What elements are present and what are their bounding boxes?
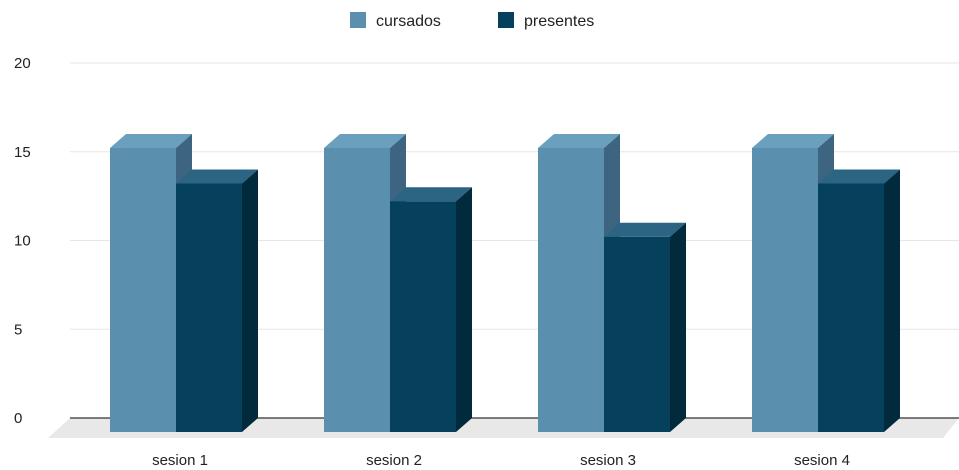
bar-presentes-3 xyxy=(604,222,686,432)
bar-presentes-1 xyxy=(176,169,258,432)
legend-swatch xyxy=(498,12,514,28)
bar-side xyxy=(456,187,472,432)
bar-front xyxy=(390,201,456,432)
legend-swatch xyxy=(350,12,366,28)
legend-item-presentes: presentes xyxy=(498,12,594,30)
bar-side xyxy=(670,222,686,432)
legend-item-cursados: cursados xyxy=(350,12,441,30)
legend: cursados presentes xyxy=(350,12,594,30)
bar-top xyxy=(324,134,406,148)
x-tick-label: sesion 4 xyxy=(794,452,850,469)
y-tick-label: 10 xyxy=(14,233,31,250)
bar-top xyxy=(176,169,258,184)
bar-front xyxy=(604,236,670,432)
y-axis: 0 5 10 15 20 xyxy=(14,55,31,427)
x-axis: sesion 1 sesion 2 sesion 3 sesion 4 xyxy=(152,452,850,469)
bar-side xyxy=(242,169,258,432)
x-tick-label: sesion 1 xyxy=(152,452,208,469)
y-tick-label: 0 xyxy=(14,410,22,427)
bar-front xyxy=(110,148,176,432)
bar-top xyxy=(818,169,900,184)
floor-plane xyxy=(48,418,959,438)
y-tick-label: 20 xyxy=(14,55,31,72)
legend-label: cursados xyxy=(376,13,441,30)
x-tick-label: sesion 2 xyxy=(366,452,422,469)
bar-top xyxy=(110,134,192,148)
legend-label: presentes xyxy=(524,13,594,30)
bar-front xyxy=(176,183,242,432)
bar-front xyxy=(818,183,884,432)
bar-top xyxy=(390,187,472,202)
bar-presentes-4 xyxy=(818,169,900,432)
bar-top xyxy=(752,134,834,148)
bar-side xyxy=(884,169,900,432)
bar-top xyxy=(604,222,686,237)
bar-front xyxy=(538,148,604,432)
y-tick-label: 15 xyxy=(14,144,31,161)
bar-front xyxy=(752,148,818,432)
x-tick-label: sesion 3 xyxy=(580,452,636,469)
bar-presentes-2 xyxy=(390,187,472,432)
bar-top xyxy=(538,134,620,148)
bars xyxy=(110,134,900,432)
y-tick-label: 5 xyxy=(14,321,22,338)
bar-front xyxy=(324,148,390,432)
